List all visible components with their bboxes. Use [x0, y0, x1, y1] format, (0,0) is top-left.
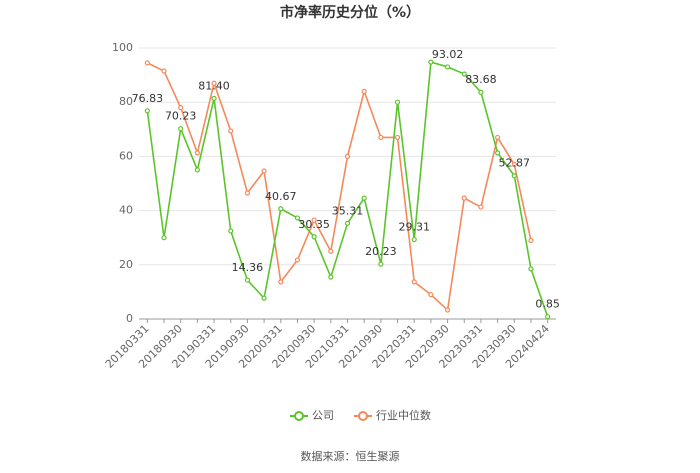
source: 数据来源：恒生聚源	[301, 449, 400, 463]
point	[178, 126, 184, 132]
value-label: 83.68	[465, 73, 497, 86]
point	[411, 236, 417, 243]
point	[528, 266, 534, 272]
point	[244, 277, 251, 283]
point	[378, 261, 384, 267]
point	[361, 195, 367, 201]
point	[161, 235, 167, 241]
value-label: 76.83	[132, 92, 164, 105]
point	[261, 168, 267, 174]
y-tick-label: 100	[112, 41, 133, 54]
point	[511, 173, 517, 179]
point	[294, 215, 301, 221]
point	[511, 161, 517, 168]
value-label: 93.02	[432, 48, 464, 61]
point	[478, 89, 484, 95]
y-tick-label: 0	[126, 312, 133, 325]
value-label: 30.35	[298, 218, 330, 231]
point	[278, 206, 284, 212]
legend-marker	[358, 411, 368, 421]
point	[461, 71, 467, 77]
point	[394, 99, 401, 105]
point	[478, 204, 484, 210]
legend-label: 公司	[312, 409, 334, 422]
legend-marker	[294, 411, 304, 421]
point	[328, 248, 334, 254]
point	[495, 150, 501, 156]
y-tick-label: 20	[119, 258, 133, 271]
point	[261, 295, 267, 301]
point	[461, 195, 467, 201]
point	[278, 279, 284, 285]
point	[228, 228, 234, 234]
point	[194, 150, 200, 156]
point	[361, 88, 367, 94]
point	[344, 220, 351, 226]
y-tick-label: 80	[119, 95, 133, 108]
point	[444, 64, 451, 70]
value-label: 14.36	[232, 261, 264, 274]
point	[428, 292, 434, 298]
point	[194, 167, 200, 173]
y-tick-label: 40	[119, 204, 133, 217]
point	[444, 307, 451, 313]
value-label: 40.67	[265, 190, 297, 203]
value-label: 35.31	[332, 204, 364, 217]
point	[294, 257, 301, 263]
point	[178, 105, 184, 111]
point	[144, 60, 150, 66]
point	[161, 68, 167, 74]
point	[411, 279, 417, 285]
point	[228, 128, 234, 134]
series-line	[146, 61, 549, 317]
point	[311, 217, 317, 223]
point	[211, 80, 217, 86]
point	[328, 274, 334, 280]
point	[311, 234, 317, 240]
value-label: 29.31	[398, 221, 430, 234]
point	[211, 95, 217, 102]
point	[244, 190, 251, 196]
point	[144, 108, 150, 114]
y-tick-label: 60	[119, 149, 133, 162]
point	[344, 153, 351, 159]
point	[528, 237, 534, 244]
value-label: 81.40	[198, 79, 230, 92]
value-label: 0.85	[535, 298, 560, 311]
legend-label: 行业中位数	[376, 408, 431, 422]
value-label: 20.23	[365, 245, 397, 258]
chart-title: 市净率历史分位（%）	[280, 4, 420, 21]
value-label: 52.87	[499, 157, 531, 170]
point	[495, 134, 501, 141]
value-label: 70.23	[165, 110, 197, 123]
series-line	[146, 62, 532, 312]
point	[378, 134, 384, 141]
point	[428, 59, 434, 65]
point	[545, 314, 551, 320]
point	[394, 134, 401, 141]
